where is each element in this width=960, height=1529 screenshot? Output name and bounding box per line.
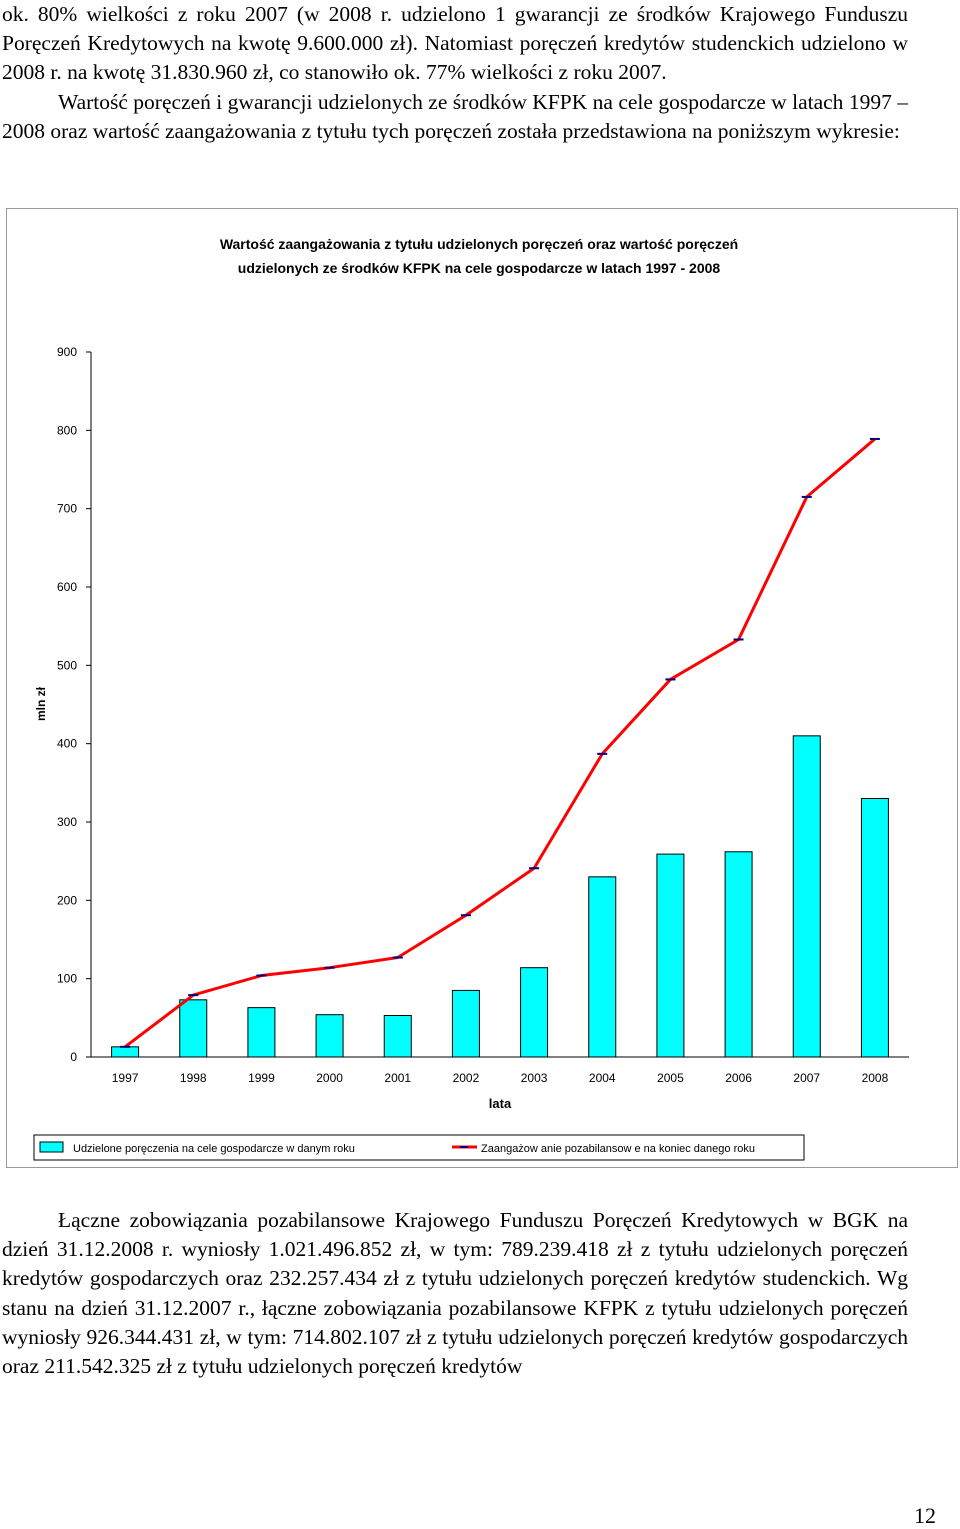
chart-title-line-1: Wartość zaangażowania z tytułu udzielony… (220, 236, 738, 252)
chart-title-line-2: udzielonych ze środków KFPK na cele gosp… (238, 260, 721, 276)
y-tick-label: 300 (57, 815, 77, 829)
bar (315, 1014, 344, 1058)
y-tick-label: 500 (57, 658, 77, 672)
x-tick-label: 1997 (112, 1071, 139, 1085)
x-tick-label: 1998 (180, 1071, 207, 1085)
x-tick-label: 2000 (316, 1071, 343, 1085)
x-tick-label: 2008 (862, 1071, 889, 1085)
x-axis-label: lata (489, 1096, 512, 1111)
chart-intro-text: Wartość poręczeń i gwarancji udzielonych… (2, 89, 908, 143)
chart-frame: Wartość zaangażowania z tytułu udzielony… (6, 208, 958, 1168)
legend-box (33, 1134, 805, 1161)
body-paragraph-bottom: Łączne zobowiązania pozabilansowe Krajow… (2, 1206, 908, 1381)
bar (451, 989, 480, 1058)
bar (383, 1014, 412, 1058)
x-tick-label: 2006 (725, 1071, 752, 1085)
legend-label-bar: Udzielone poręczenia na cele gospodarcze… (73, 1143, 355, 1155)
y-tick-label: 900 (57, 345, 77, 359)
y-tick-label: 800 (57, 423, 77, 437)
y-tick-label: 200 (57, 893, 77, 907)
legend-label-line: Zaangażow anie pozabilansow e na koniec … (481, 1143, 755, 1155)
x-tick-label: 2007 (793, 1071, 820, 1085)
bar (588, 876, 617, 1058)
combo-chart: Wartość zaangażowania z tytułu udzielony… (33, 236, 909, 1161)
x-tick-label: 2001 (384, 1071, 411, 1085)
y-tick-label: 100 (57, 972, 77, 986)
y-tick-label: 700 (57, 502, 77, 516)
bar (179, 999, 208, 1058)
bar (247, 1007, 276, 1058)
page-number: 12 (914, 1503, 936, 1528)
y-tick-label: 0 (70, 1050, 77, 1064)
x-tick-label: 2002 (453, 1071, 480, 1085)
paragraph-continuation: ok. 80% wielkości z roku 2007 (w 2008 r.… (2, 2, 908, 85)
x-tick-label: 2004 (589, 1071, 616, 1085)
x-tick-label: 1999 (248, 1071, 275, 1085)
bar (724, 851, 753, 1058)
bar (111, 1046, 140, 1058)
y-axis-label: mln zł (34, 686, 48, 721)
line-series (124, 437, 876, 1049)
bar (792, 735, 821, 1058)
legend-swatch-bar (39, 1141, 64, 1153)
bar (656, 853, 685, 1058)
y-tick-label: 400 (57, 737, 77, 751)
x-tick-label: 2005 (657, 1071, 684, 1085)
body-paragraph-top: ok. 80% wielkości z roku 2007 (w 2008 r.… (2, 0, 908, 146)
summary-text: Łączne zobowiązania pozabilansowe Krajow… (2, 1208, 908, 1379)
bar (520, 967, 549, 1058)
bar (860, 798, 889, 1058)
x-tick-label: 2003 (521, 1071, 548, 1085)
y-tick-label: 600 (57, 580, 77, 594)
